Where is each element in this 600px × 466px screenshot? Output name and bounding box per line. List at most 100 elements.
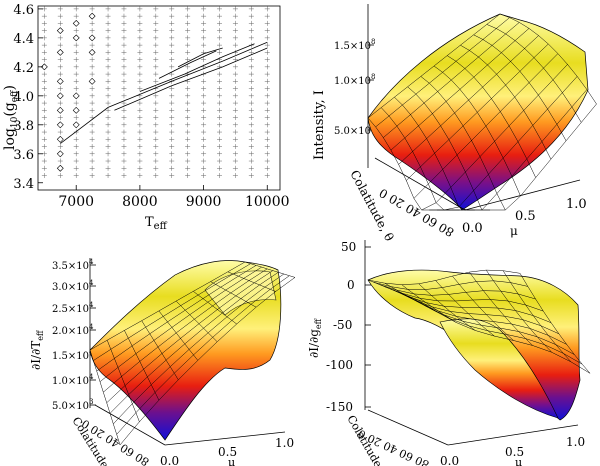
grid-plus-marker	[121, 129, 127, 135]
diamond-point	[88, 12, 96, 20]
mesh-line	[401, 284, 457, 323]
grid-plus-marker	[41, 144, 47, 150]
grid-plus-marker	[121, 144, 127, 150]
grid-plus-marker	[121, 100, 127, 106]
panel-hr-diagram: 7000 8000 9000 10000 3.43.63.84.04.24.44.6 …	[2, 3, 290, 232]
grid-plus-marker	[41, 57, 47, 63]
p1-y-ticks: 3.4 3.6 3.8 4.0 4.2 4.4 4.6	[13, 3, 43, 192]
grid-plus-marker	[137, 173, 143, 179]
grid-plus-marker	[73, 49, 79, 55]
grid-plus-marker	[153, 35, 159, 41]
grid-plus-marker	[248, 151, 254, 157]
mesh-line	[158, 310, 198, 361]
p3-surface-mesh	[89, 261, 296, 446]
grid-plus-marker	[264, 86, 270, 92]
grid-plus-marker	[232, 86, 238, 92]
grid-plus-marker	[169, 158, 175, 164]
grid-plus-marker	[169, 165, 175, 171]
grid-plus-marker	[153, 42, 159, 48]
grid-plus-marker	[41, 136, 47, 142]
grid-plus-marker	[105, 173, 111, 179]
p4-mu-tick-1: 0.5	[505, 445, 524, 459]
grid-plus-marker	[169, 6, 175, 12]
grid-plus-marker	[57, 86, 63, 92]
series-line-track-1	[60, 41, 268, 144]
grid-plus-marker	[73, 115, 79, 121]
grid-plus-marker	[169, 57, 175, 63]
grid-plus-marker	[73, 42, 79, 48]
grid-plus-marker	[185, 165, 191, 171]
diamond-point	[88, 48, 96, 56]
grid-plus-marker	[137, 13, 143, 19]
grid-plus-marker	[137, 78, 143, 84]
grid-plus-marker	[217, 93, 222, 99]
grid-plus-marker	[169, 107, 175, 113]
grid-plus-marker	[217, 28, 222, 34]
grid-plus-marker	[105, 64, 111, 70]
diamond-point	[56, 164, 64, 172]
grid-plus-marker	[201, 6, 207, 12]
p1-y-label: log10(geff)	[2, 85, 20, 150]
grid-plus-marker	[41, 49, 47, 55]
grid-plus-marker	[105, 100, 111, 106]
p3-z-tick-0: 3.5×104	[52, 258, 94, 272]
mesh-line	[106, 270, 273, 403]
grid-plus-marker	[201, 122, 207, 128]
p1-x-ticks: 7000 8000 9000 10000	[58, 185, 290, 210]
series-line-track-2	[114, 47, 268, 111]
grid-plus-marker	[121, 71, 127, 77]
p2-mu-tick-2: 1.0	[566, 197, 587, 212]
y-tick-label: 3.4	[13, 177, 34, 192]
grid-plus-marker	[248, 6, 254, 12]
grid-plus-marker	[264, 144, 270, 150]
grid-plus-marker	[153, 107, 159, 113]
grid-plus-marker	[264, 107, 270, 113]
grid-plus-marker	[264, 115, 270, 121]
grid-plus-marker	[137, 158, 143, 164]
grid-plus-marker	[121, 93, 127, 99]
mesh-line	[113, 273, 285, 425]
grid-plus-marker	[185, 64, 191, 70]
grid-plus-marker	[105, 71, 111, 77]
grid-plus-marker	[169, 144, 175, 150]
grid-plus-marker	[185, 13, 191, 19]
grid-plus-marker	[105, 144, 111, 150]
grid-plus-marker	[153, 49, 159, 55]
grid-plus-marker	[121, 13, 127, 19]
mesh-line	[175, 300, 218, 342]
p3-z-tick-2: 2.5×104	[52, 301, 94, 315]
grid-plus-marker	[41, 115, 47, 121]
grid-plus-marker	[105, 57, 111, 63]
p3-z-tick-4: 1.5×104	[52, 348, 94, 362]
grid-plus-marker	[217, 136, 222, 142]
p4-z-tick-1: 0	[347, 278, 355, 292]
grid-plus-marker	[217, 158, 222, 164]
grid-plus-marker	[57, 144, 63, 150]
grid-plus-marker	[105, 93, 111, 99]
grid-plus-marker	[232, 20, 238, 26]
p1-evolution-tracks	[60, 41, 268, 144]
grid-plus-marker	[217, 35, 222, 41]
p4-z-ticks	[365, 246, 371, 408]
mesh-line	[116, 275, 290, 435]
grid-plus-marker	[201, 107, 207, 113]
diamond-point	[40, 63, 48, 71]
mesh-line	[417, 299, 591, 374]
p3-mu-label: μ	[228, 456, 235, 466]
grid-plus-marker	[169, 35, 175, 41]
grid-plus-marker	[264, 13, 270, 19]
grid-plus-marker	[89, 129, 95, 135]
y-tick-label: 4.4	[13, 32, 34, 47]
diamond-point	[56, 150, 64, 158]
diamond-point	[72, 34, 80, 42]
grid-plus-marker	[217, 13, 222, 19]
grid-plus-marker	[264, 20, 270, 26]
p2-surface	[367, 13, 589, 211]
grid-plus-marker	[57, 115, 63, 121]
grid-plus-marker	[41, 158, 47, 164]
grid-plus-marker	[232, 28, 238, 34]
grid-plus-marker	[105, 107, 111, 113]
grid-plus-marker	[201, 173, 207, 179]
mesh-line	[418, 283, 476, 331]
grid-plus-marker	[169, 173, 175, 179]
